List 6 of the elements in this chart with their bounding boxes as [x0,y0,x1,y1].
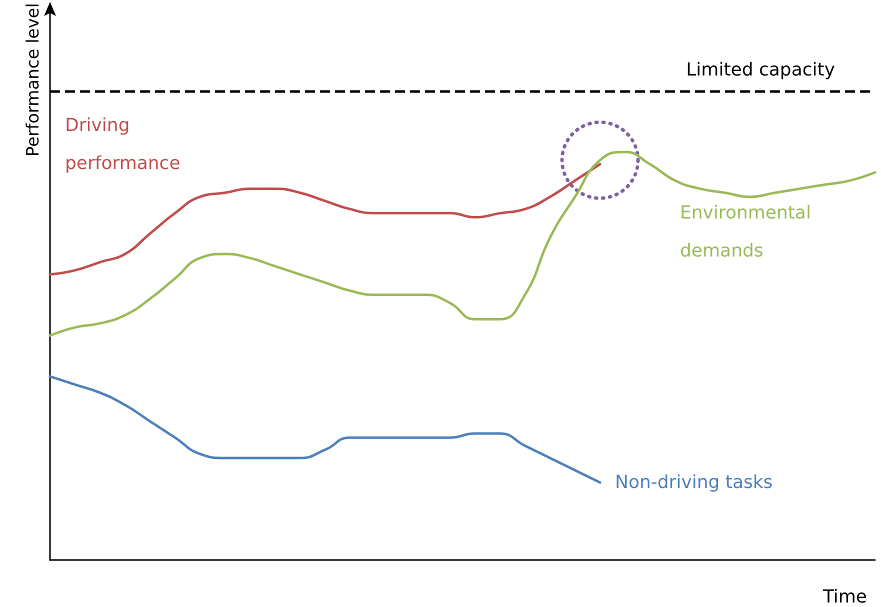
series-label: Driving performance [65,114,180,174]
series-label: Non-driving tasks [615,472,773,493]
series-label: Environmental demands [680,202,817,262]
x-axis-title: Time [822,586,867,607]
ref-line-label: Limited capacity [686,59,836,80]
y-axis-title: Performance level [24,3,44,157]
